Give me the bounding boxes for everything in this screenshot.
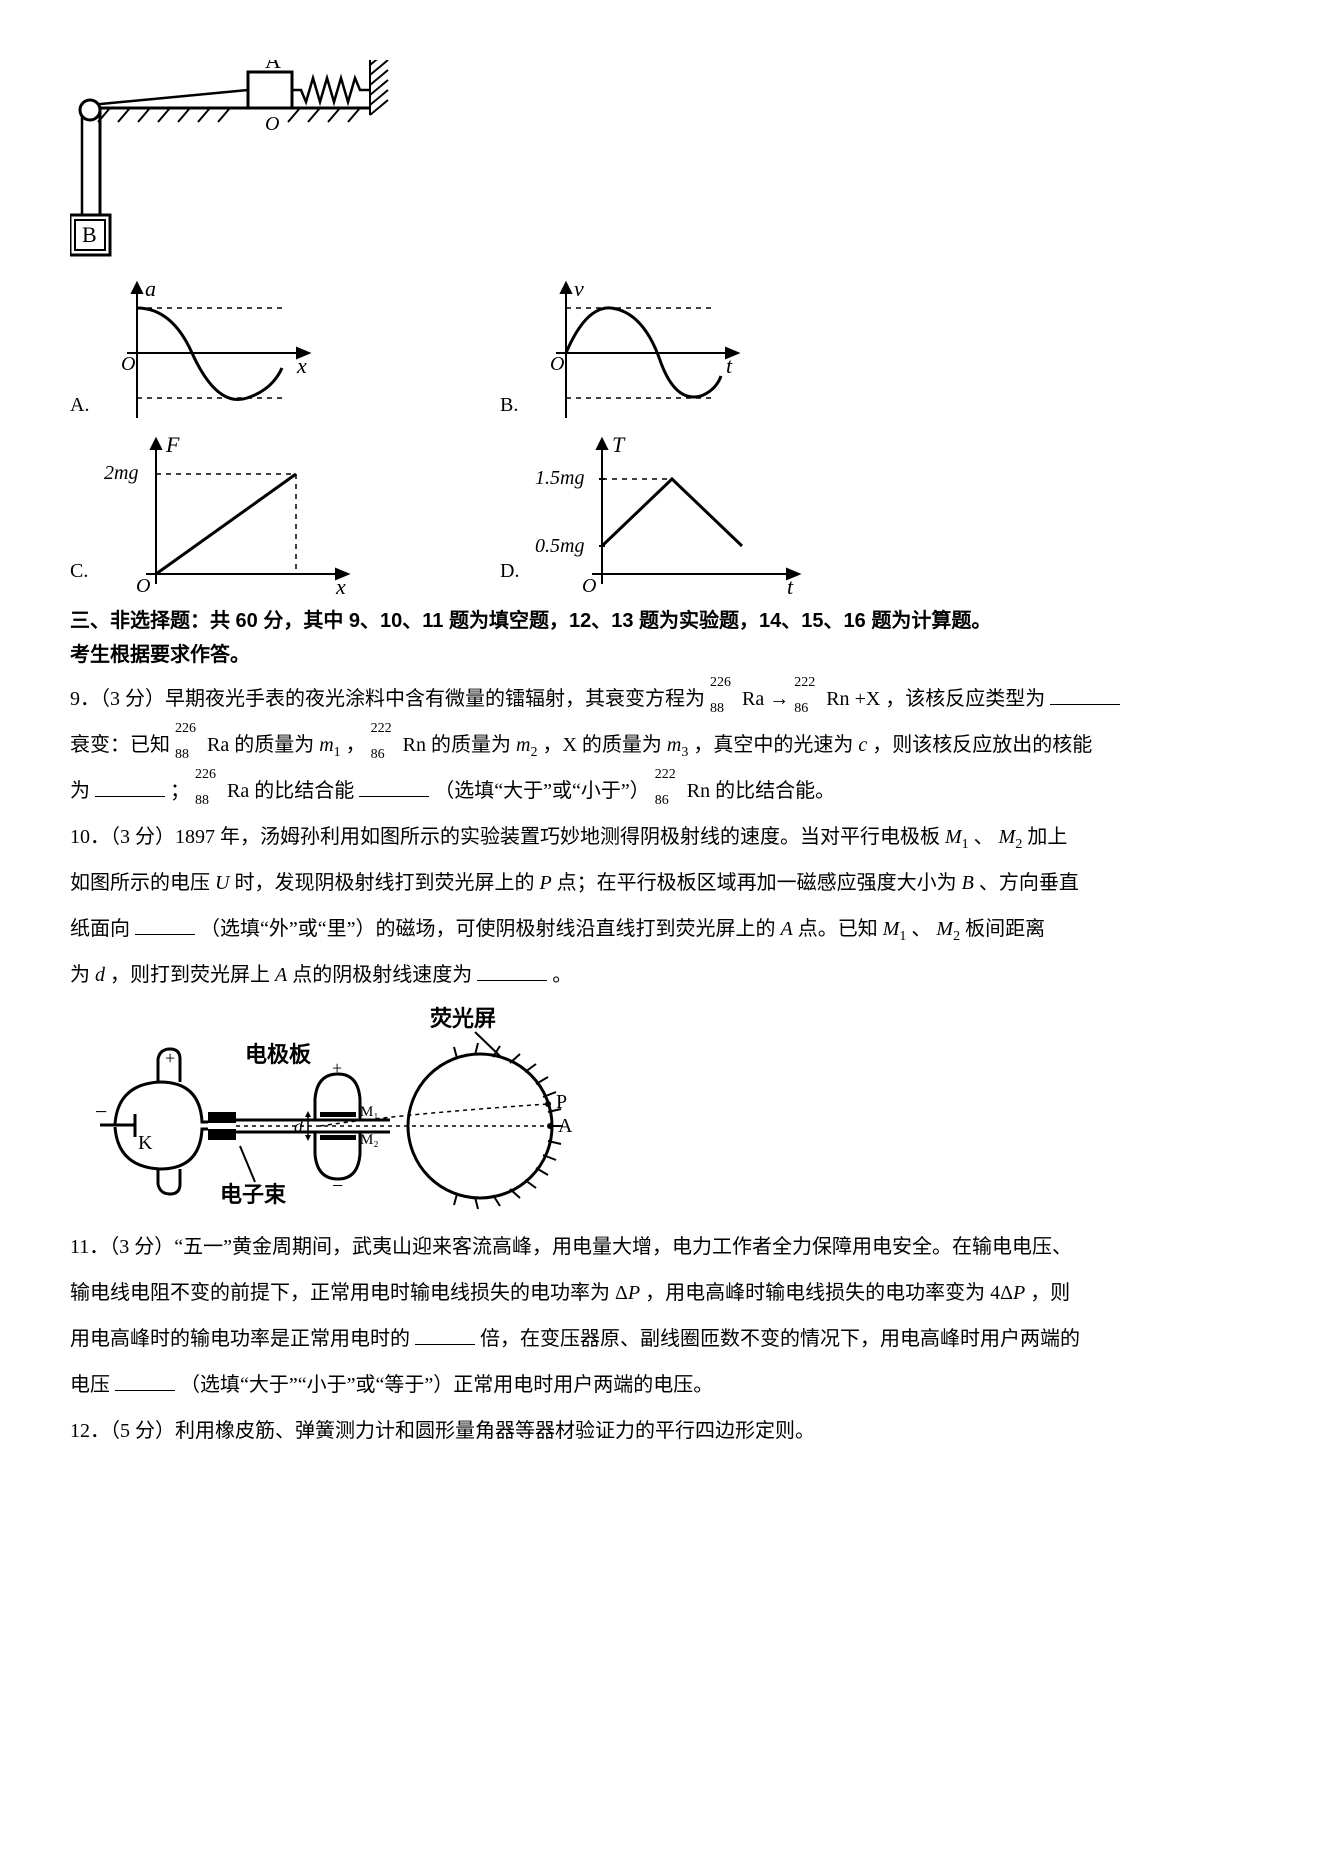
section-heading-line1: 三、非选择题：共 60 分，其中 9、10、11 题为填空题，12、13 题为实…	[70, 604, 1253, 638]
A-yaxis: a	[145, 278, 156, 301]
question-11-line1: 11．（3 分）“五一”黄金周期间，武夷山迎来客流高峰，用电量大增，电力工作者全…	[70, 1228, 1253, 1266]
question-11-line3: 用电高峰时的输电功率是正常用电时的 倍，在变压器原、副线圈匝数不变的情况下，用电…	[70, 1320, 1253, 1358]
D-yaxis: T	[612, 434, 626, 457]
B-xaxis: t	[726, 353, 733, 378]
option-row-CD: C. F x O 2mg D.	[70, 434, 1253, 594]
label-minus-plate: −	[332, 1175, 343, 1197]
option-B: B. v t O	[500, 278, 746, 428]
question-10: 10．（3 分）1897 年，汤姆孙利用如图所示的实验装置巧妙地测得阴极射线的速…	[70, 818, 1253, 856]
label-P: P	[556, 1091, 567, 1113]
option-D-letter: D.	[500, 552, 519, 594]
section-3-heading: 三、非选择题：共 60 分，其中 9、10、11 题为填空题，12、13 题为实…	[70, 604, 1253, 672]
option-D: D. T t O 1.5mg 0.5mg	[500, 434, 807, 594]
q10-blank2[interactable]	[477, 959, 547, 981]
question-10-line4: 为 d ，则打到荧光屏上 A 点的阴极射线速度为 。	[70, 956, 1253, 994]
question-12: 12．（5 分）利用橡皮筋、弹簧测力计和圆形量角器等器材验证力的平行四边形定则。	[70, 1412, 1253, 1450]
option-B-letter: B.	[500, 386, 518, 428]
option-A-letter: A.	[70, 386, 89, 428]
option-C: C. F x O 2mg	[70, 434, 490, 594]
q11-blank1[interactable]	[415, 1323, 475, 1345]
q9-arrow: →	[769, 688, 794, 710]
label-O-top: O	[265, 113, 279, 135]
q9-blank1[interactable]	[1050, 683, 1120, 705]
option-row-AB: A. a x O B.	[70, 278, 1253, 428]
question-10-line3: 纸面向 （选填“外”或“里”）的磁场，可使阴极射线沿直线打到荧光屏上的 A 点。…	[70, 910, 1253, 948]
D-ytick2: 0.5mg	[535, 535, 584, 557]
question-9: 9．（3 分）早期夜光手表的夜光涂料中含有微量的镭辐射，其衰变方程为 22688…	[70, 680, 1253, 718]
A-xaxis: x	[296, 353, 307, 378]
option-C-letter: C.	[70, 552, 88, 594]
A-origin: O	[121, 353, 135, 375]
label-plus-plate: +	[332, 1058, 342, 1078]
q10-blank1[interactable]	[135, 913, 195, 935]
q9-blank3[interactable]	[359, 775, 429, 797]
figure-spring-pulley: A O B	[70, 60, 1253, 270]
q9-prefix: 9．（3 分）早期夜光手表的夜光涂料中含有微量的镭辐射，其衰变方程为	[70, 688, 705, 710]
label-plates: 电极板	[245, 1042, 312, 1067]
label-M1: M₁	[360, 1104, 379, 1120]
D-origin: O	[582, 575, 596, 594]
q9-Rn: 22286Rn	[794, 680, 849, 718]
C-xaxis: x	[335, 574, 346, 594]
label-M2: M₂	[360, 1132, 379, 1148]
q11-blank2[interactable]	[115, 1369, 175, 1391]
label-minus-left: −	[95, 1099, 107, 1124]
B-yaxis: v	[574, 278, 584, 301]
option-A: A. a x O	[70, 278, 490, 428]
section-heading-line2: 考生根据要求作答。	[70, 638, 1253, 672]
q9-Ra-2: 22688Ra	[175, 726, 229, 764]
q9-Ra: 22688Ra	[710, 680, 764, 718]
q9-Ra-3: 22688Ra	[195, 772, 249, 810]
spring-pulley-svg: A O B	[70, 60, 390, 270]
question-10-line2: 如图所示的电压 U 时，发现阴极射线打到荧光屏上的 P 点；在平行极板区域再加一…	[70, 864, 1253, 902]
figure-cathode-ray-tube: 荧光屏 电极板 电子束 + K − + −	[80, 1004, 1253, 1214]
q9-blank2[interactable]	[95, 775, 165, 797]
D-ytick1: 1.5mg	[535, 467, 584, 489]
label-plus-left: +	[165, 1048, 175, 1068]
label-A: A	[265, 60, 281, 73]
C-origin: O	[136, 575, 150, 594]
question-9-line2: 衰变：已知 22688Ra 的质量为 m1 ， 22286Rn 的质量为 m2 …	[70, 726, 1253, 764]
q9-afterRn: +X ，该核反应类型为	[855, 688, 1046, 710]
label-B: B	[82, 222, 97, 247]
label-A-point: A	[558, 1115, 573, 1137]
C-yaxis: F	[165, 434, 180, 457]
C-ytick: 2mg	[104, 462, 138, 484]
q9-Rn-3: 22286Rn	[655, 772, 710, 810]
label-beam: 电子束	[220, 1182, 287, 1207]
B-origin: O	[550, 353, 564, 375]
label-screen: 荧光屏	[430, 1006, 496, 1031]
question-11-line2: 输电线电阻不变的前提下，正常用电时输电线损失的电功率为 ΔP ，用电高峰时输电线…	[70, 1274, 1253, 1312]
question-11-line4: 电压 （选填“大于”“小于”或“等于”）正常用电时用户两端的电压。	[70, 1366, 1253, 1404]
question-9-line3: 为 ； 22688Ra 的比结合能 （选填“大于”或“小于”） 22286Rn …	[70, 772, 1253, 810]
label-K: K	[138, 1132, 153, 1154]
D-xaxis: t	[787, 574, 794, 594]
q9-Rn-2: 22286Rn	[371, 726, 426, 764]
